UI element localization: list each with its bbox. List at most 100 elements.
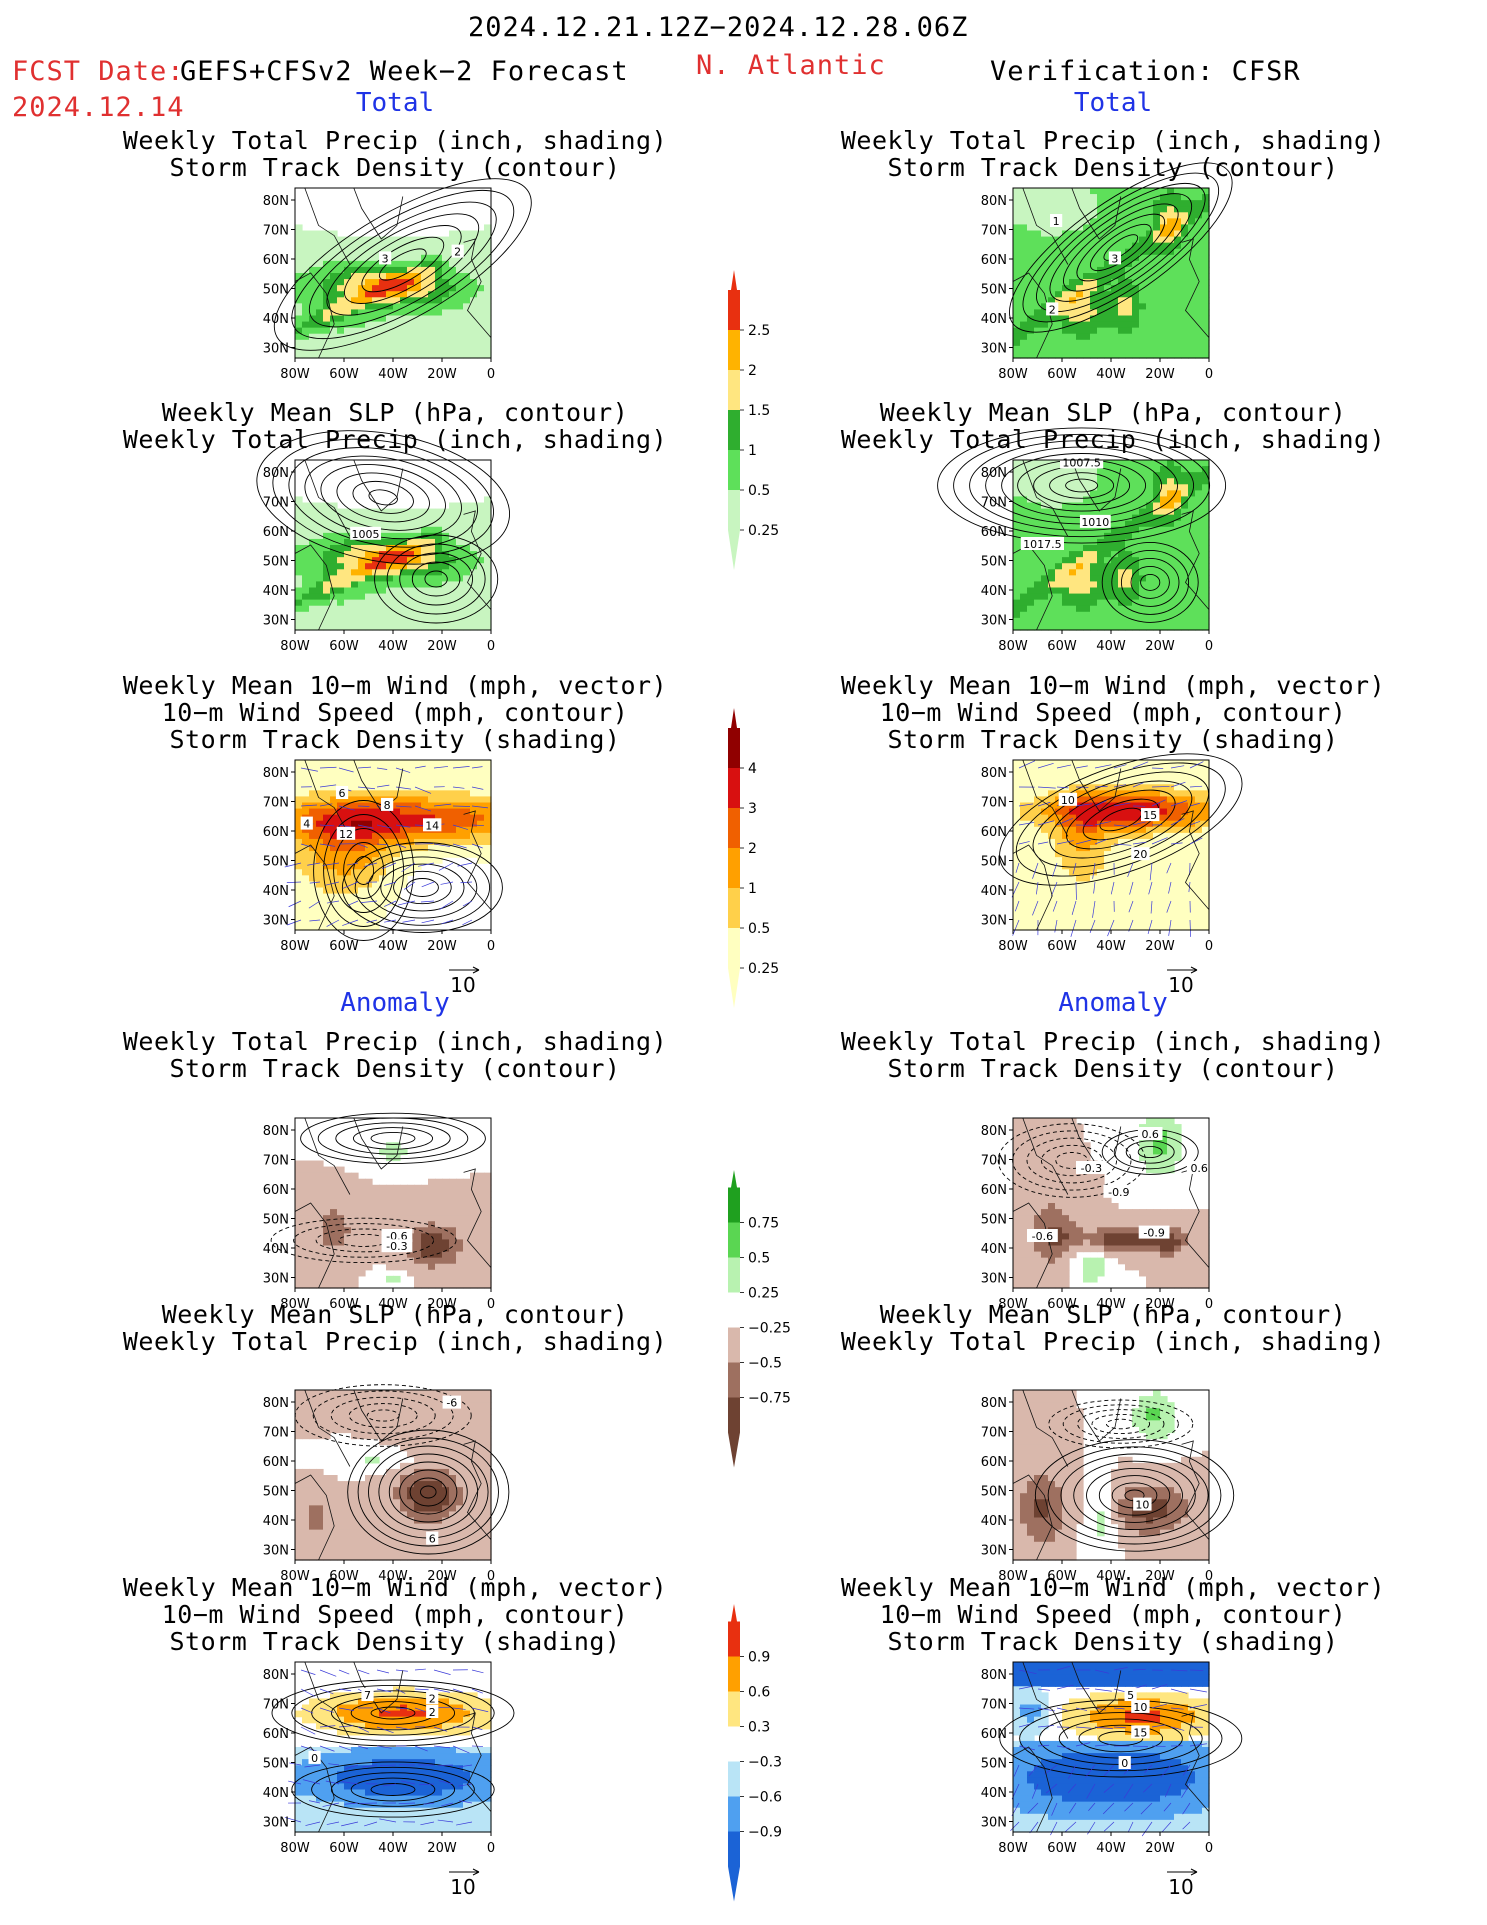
- wind-vector: [433, 843, 451, 847]
- shade-cell: [1195, 923, 1203, 931]
- contour-line: [1049, 472, 1115, 499]
- shade-cell: [1125, 242, 1133, 250]
- shade-cell: [1188, 188, 1196, 195]
- wind-vector: [1012, 919, 1020, 936]
- shade-cell: [414, 520, 422, 528]
- shade-cell: [421, 1257, 429, 1265]
- shade-cell: [1020, 508, 1028, 516]
- shade-cell: [1048, 557, 1056, 564]
- shade-cell: [1104, 623, 1112, 631]
- shade-cell: [344, 1239, 352, 1247]
- shade-cell: [351, 285, 359, 292]
- shade-cell: [1174, 538, 1182, 546]
- shade-cell: [421, 1203, 429, 1210]
- shade-cell: [1048, 466, 1056, 473]
- shade-cell: [1069, 218, 1077, 226]
- lon-label: 60W: [1047, 367, 1077, 382]
- shade-cell: [1020, 532, 1028, 540]
- shade-cell: [1174, 796, 1182, 804]
- shade-cell: [1013, 766, 1021, 773]
- shade-cell: [421, 1221, 429, 1228]
- shade-cell: [1097, 905, 1105, 913]
- shade-cell: [358, 575, 366, 583]
- shade-cell: [1097, 466, 1105, 473]
- shade-cell: [456, 760, 464, 767]
- shade-cell: [295, 1172, 303, 1180]
- shade-cell: [1139, 472, 1147, 479]
- shade-cell: [463, 814, 471, 822]
- lat-label: 60N: [981, 525, 1007, 540]
- shade-cell: [351, 617, 359, 625]
- shade-cell: [1139, 623, 1147, 631]
- shade-cell: [1034, 893, 1042, 901]
- shade-cell: [1041, 581, 1049, 589]
- shade-cell: [428, 1196, 436, 1204]
- shade-cell: [1048, 617, 1056, 625]
- shade-cell: [442, 814, 450, 822]
- shade-cell: [379, 623, 387, 631]
- shade-cell: [1069, 514, 1077, 522]
- shade-cell: [1069, 857, 1077, 864]
- title-fc-anom-precip-track: Weekly Total Precip (inch, shading) Storm…: [122, 1027, 668, 1083]
- shade-cell: [309, 242, 317, 250]
- shade-cell: [477, 351, 485, 359]
- section-total-left: Total: [355, 88, 435, 118]
- shade-cell: [1104, 887, 1112, 895]
- shade-cell: [1146, 230, 1154, 238]
- shade-cell: [456, 563, 464, 570]
- shade-cell: [1097, 260, 1105, 268]
- shade-cell: [302, 1233, 310, 1241]
- shade-cell: [316, 532, 324, 540]
- shade-cell: [344, 605, 352, 613]
- shade-cell: [1104, 242, 1112, 250]
- shade-cell: [1181, 766, 1189, 773]
- shade-cell: [435, 1239, 443, 1247]
- shade-cell: [309, 802, 317, 810]
- shade-cell: [1062, 260, 1070, 268]
- shade-cell: [316, 778, 324, 785]
- shade-cell: [1118, 266, 1126, 274]
- shade-cell: [1188, 297, 1196, 304]
- shade-cell: [1090, 899, 1098, 907]
- shade-cell: [1104, 321, 1112, 329]
- shade-cell: [1160, 478, 1168, 485]
- shade-cell: [1034, 248, 1042, 256]
- shade-cell: [1167, 563, 1175, 570]
- shade-cell: [302, 784, 310, 791]
- shading-layer: [1013, 760, 1210, 931]
- shade-cell: [484, 587, 492, 595]
- shade-cell: [1125, 611, 1133, 619]
- shade-cell: [442, 766, 450, 773]
- lat-label: 40N: [981, 312, 1007, 327]
- shade-cell: [1083, 315, 1091, 323]
- shade-cell: [309, 520, 317, 528]
- shade-cell: [358, 514, 366, 522]
- shade-cell: [365, 508, 373, 516]
- shade-cell: [1104, 327, 1112, 335]
- shade-cell: [344, 875, 352, 883]
- shade-cell: [295, 832, 303, 840]
- shade-cell: [484, 851, 492, 858]
- shade-cell: [309, 551, 317, 558]
- lon-label: 0: [1205, 639, 1213, 654]
- shade-cell: [295, 1257, 303, 1265]
- shade-cell: [393, 893, 401, 901]
- shade-cell: [1174, 297, 1182, 304]
- shade-cell: [1034, 279, 1042, 286]
- shade-cell: [1034, 315, 1042, 323]
- shade-cell: [1041, 285, 1049, 292]
- shade-cell: [1076, 802, 1084, 810]
- shade-cell: [414, 857, 422, 864]
- shade-cell: [456, 254, 464, 262]
- shade-cell: [1069, 200, 1077, 207]
- shade-cell: [365, 760, 373, 767]
- contour-label: 1005: [352, 528, 380, 541]
- shade-cell: [1097, 617, 1105, 625]
- shade-cell: [1174, 605, 1182, 613]
- shade-cell: [1195, 814, 1203, 822]
- lon-label: 80W: [280, 939, 310, 954]
- shade-cell: [1146, 478, 1154, 485]
- shade-cell: [365, 887, 373, 895]
- shade-cell: [372, 345, 380, 353]
- shade-cell: [1139, 569, 1147, 576]
